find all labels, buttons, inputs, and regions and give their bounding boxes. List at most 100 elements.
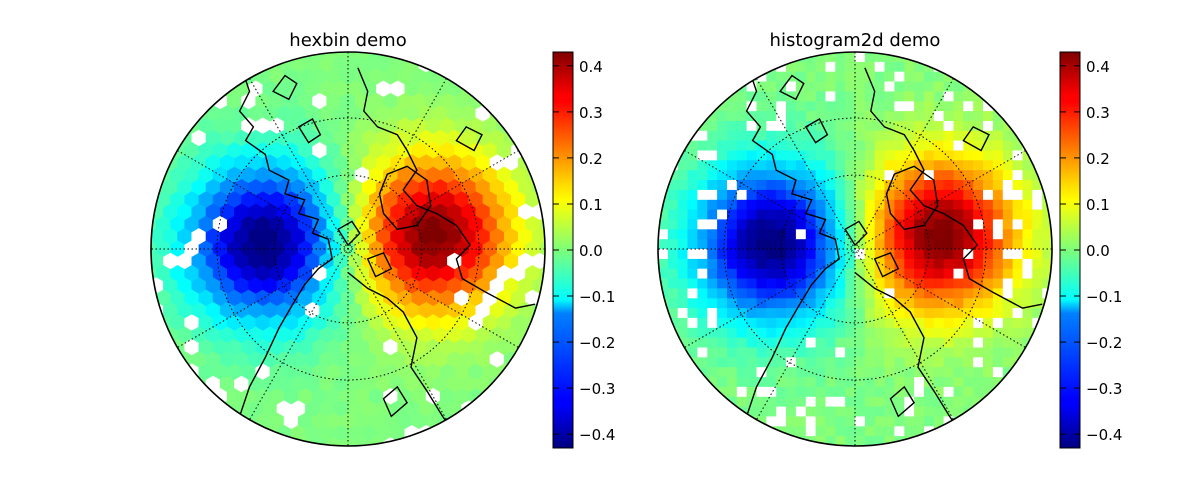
histogram-bin xyxy=(864,209,876,220)
histogram-bin xyxy=(845,209,856,220)
coastline xyxy=(297,118,322,144)
histogram-bin xyxy=(756,180,767,191)
histogram-bin xyxy=(953,111,964,122)
histogram-bin xyxy=(864,52,876,63)
histogram-bin xyxy=(992,249,1004,260)
histogram-bin xyxy=(953,288,964,299)
histogram-bin xyxy=(874,386,885,398)
histogram-bin xyxy=(884,160,895,171)
histogram-bin xyxy=(786,249,797,260)
histogram-bin xyxy=(864,229,876,240)
colorbar: 0.4 0.3 0.2 0.1 0.0 −0.1 −0.2 −0.3 −0.4 xyxy=(1059,51,1122,449)
histogram-bin xyxy=(815,229,826,240)
histogram-bin xyxy=(963,111,974,122)
histogram-bin xyxy=(943,229,954,240)
histogram-bin xyxy=(795,288,807,299)
histogram-bin xyxy=(884,239,895,250)
histogram-bin xyxy=(874,426,885,437)
histogram-bin xyxy=(756,199,767,211)
histogram-bin xyxy=(825,121,836,132)
histogram-bin xyxy=(776,229,787,240)
histogram-bin xyxy=(677,308,688,319)
histogram-bin xyxy=(707,239,718,250)
histogram-bin xyxy=(815,81,826,92)
histogram-bin xyxy=(894,229,905,240)
histogram-bin xyxy=(776,258,787,270)
histogram-bin xyxy=(874,416,885,427)
histogram-bin xyxy=(746,249,757,260)
histogram-bin xyxy=(894,426,905,437)
histogram-bin xyxy=(825,71,836,82)
histogram-bin xyxy=(835,258,846,270)
histogram-bin xyxy=(835,140,846,151)
colorbar-ticks: 0.4 0.3 0.2 0.1 0.0 −0.1 −0.2 −0.3 −0.4 xyxy=(1060,58,1122,444)
histogram-bin xyxy=(845,130,856,142)
histogram-bin xyxy=(884,327,895,339)
histogram-bin xyxy=(864,219,876,230)
histogram-bin xyxy=(707,258,718,270)
histogram-bin xyxy=(786,377,797,388)
histogram-bin xyxy=(845,308,856,319)
histogram-bin xyxy=(795,308,807,319)
histogram-bin xyxy=(727,189,738,201)
histogram-bin xyxy=(687,150,698,161)
histogram-bin xyxy=(815,416,826,427)
histogram-bin xyxy=(884,52,895,63)
histogram-bin xyxy=(825,199,836,211)
hex-bin xyxy=(539,191,545,209)
histogram-bin xyxy=(943,239,954,250)
latitude-circle xyxy=(216,117,480,381)
histogram-bin xyxy=(776,249,787,260)
histogram-bin xyxy=(874,71,885,82)
histogram-bin xyxy=(795,199,807,211)
histogram-bin xyxy=(667,189,679,201)
histogram-bin xyxy=(953,386,964,398)
histogram-bin xyxy=(1032,189,1043,201)
histogram-bin xyxy=(815,436,826,446)
histogram-bin xyxy=(1022,219,1033,230)
histogram-bin xyxy=(795,219,807,230)
histogram-bin xyxy=(707,121,718,132)
histogram-bin xyxy=(983,347,994,358)
hex-bin xyxy=(227,412,242,430)
histogram-bin xyxy=(697,258,708,270)
histogram-bin xyxy=(766,298,777,309)
histogram-bin xyxy=(766,180,777,191)
histogram-bin xyxy=(795,396,807,408)
histogram-bin xyxy=(835,298,846,309)
histogram-bin xyxy=(727,308,738,319)
histogram-bin xyxy=(894,61,905,73)
histogram-bin xyxy=(795,170,807,181)
histogram-bin xyxy=(727,367,738,378)
histogram-bin xyxy=(953,199,964,211)
histogram-bin xyxy=(746,268,757,279)
histogram-bin xyxy=(855,396,866,408)
histogram-bin xyxy=(786,239,797,250)
histogram-bin xyxy=(667,219,679,230)
histogram-bin xyxy=(933,396,945,408)
histogram-bin xyxy=(815,209,826,220)
histogram-bin xyxy=(874,347,885,358)
histogram-bin xyxy=(1002,150,1014,161)
histogram-bin xyxy=(963,367,974,378)
histogram-bin xyxy=(727,337,738,348)
histogram-bin xyxy=(835,416,846,427)
histogram-bin xyxy=(667,258,679,270)
histogram-bin xyxy=(805,258,817,270)
histogram-bin xyxy=(943,278,954,289)
histogram-bin xyxy=(1022,180,1033,191)
histogram-bin xyxy=(776,52,787,63)
histogram-bin xyxy=(835,426,846,437)
histogram-bin xyxy=(884,150,895,161)
hex-bin xyxy=(248,55,264,74)
histogram-bin xyxy=(884,317,895,329)
histogram-bin xyxy=(736,101,748,112)
histogram-bin xyxy=(746,317,757,329)
histogram-bin xyxy=(933,258,945,270)
histogram-bin xyxy=(717,199,728,211)
histogram-bin xyxy=(992,298,1004,309)
histogram-bin xyxy=(795,249,807,260)
histogram-bin xyxy=(746,357,757,368)
histogram-bin xyxy=(874,160,885,171)
histogram-bin xyxy=(776,111,787,122)
